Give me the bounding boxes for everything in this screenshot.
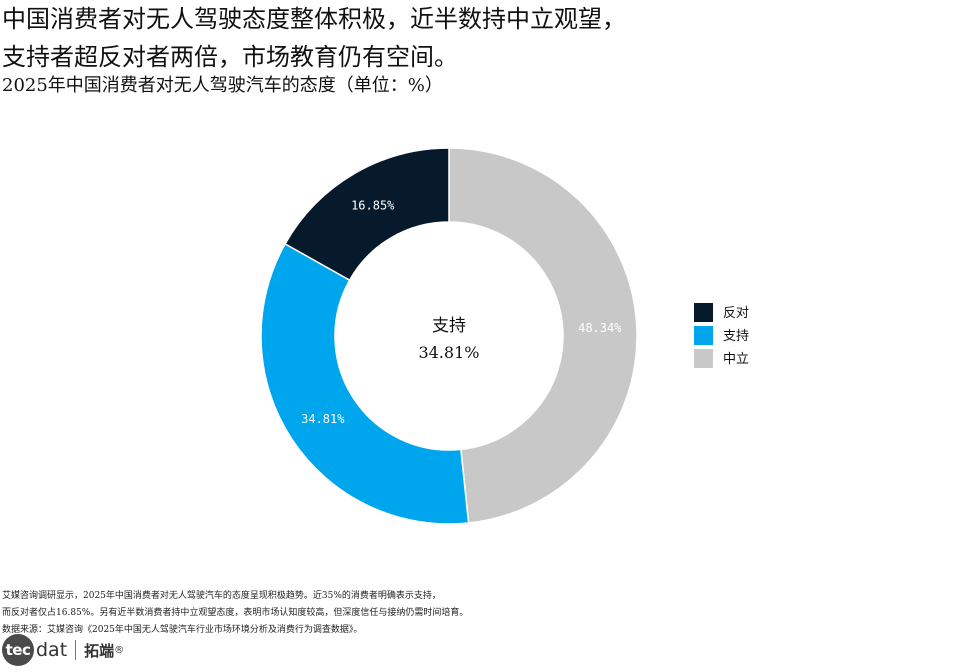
center-label-value: 34.81%	[418, 343, 479, 362]
logo-divider	[75, 640, 77, 660]
source-note: 数据来源：艾媒咨询《2025年中国无人驾驶汽车行业市场环境分析及消费行为调查数据…	[2, 625, 363, 635]
legend-label: 支持	[723, 329, 749, 344]
footnote-line-2: 而反对者仅占16.85%。另有近半数消费者持中立观望态度，表明市场认知度较高，但…	[2, 608, 469, 618]
footnote-line-1: 艾媒咨询调研显示，2025年中国消费者对无人驾驶汽车的态度呈现积极趋势。近35%…	[2, 591, 441, 601]
slice-support	[260, 242, 470, 525]
brand-logo: tec dat 拓端 ®	[2, 634, 124, 666]
footnotes: 艾媒咨询调研显示，2025年中国消费者对无人驾驶汽车的态度呈现积极趋势。近35%…	[2, 588, 468, 639]
headline-line-2: 支持者超反对者两倍，市场教育仍有空间。	[2, 43, 458, 71]
brand-name-cn: 拓端	[84, 641, 115, 660]
slice-neutral	[448, 147, 638, 524]
slice-oppose	[284, 147, 450, 282]
legend-swatch	[694, 349, 713, 368]
legend-label: 反对	[723, 306, 749, 321]
chart-title: 2025年中国消费者对无人驾驶汽车的态度（单位：%）	[2, 75, 443, 96]
headline-line-1: 中国消费者对无人驾驶态度整体积极，近半数持中立观望，	[2, 5, 626, 33]
legend-swatch	[694, 303, 713, 322]
legend-label: 中立	[723, 352, 749, 367]
headline: 中国消费者对无人驾驶态度整体积极，近半数持中立观望， 支持者超反对者两倍，市场教…	[2, 0, 902, 76]
slice-value-label: 16.85%	[351, 199, 395, 213]
slice-value-label: 34.81%	[301, 412, 345, 426]
tecdat-logo-word: dat	[36, 639, 68, 661]
slice-value-label: 48.34%	[578, 321, 622, 335]
legend-swatch	[694, 326, 713, 345]
registered-mark: ®	[114, 644, 125, 656]
tecdat-logo-mark: tec	[2, 634, 34, 666]
center-label-title: 支持	[432, 316, 466, 336]
